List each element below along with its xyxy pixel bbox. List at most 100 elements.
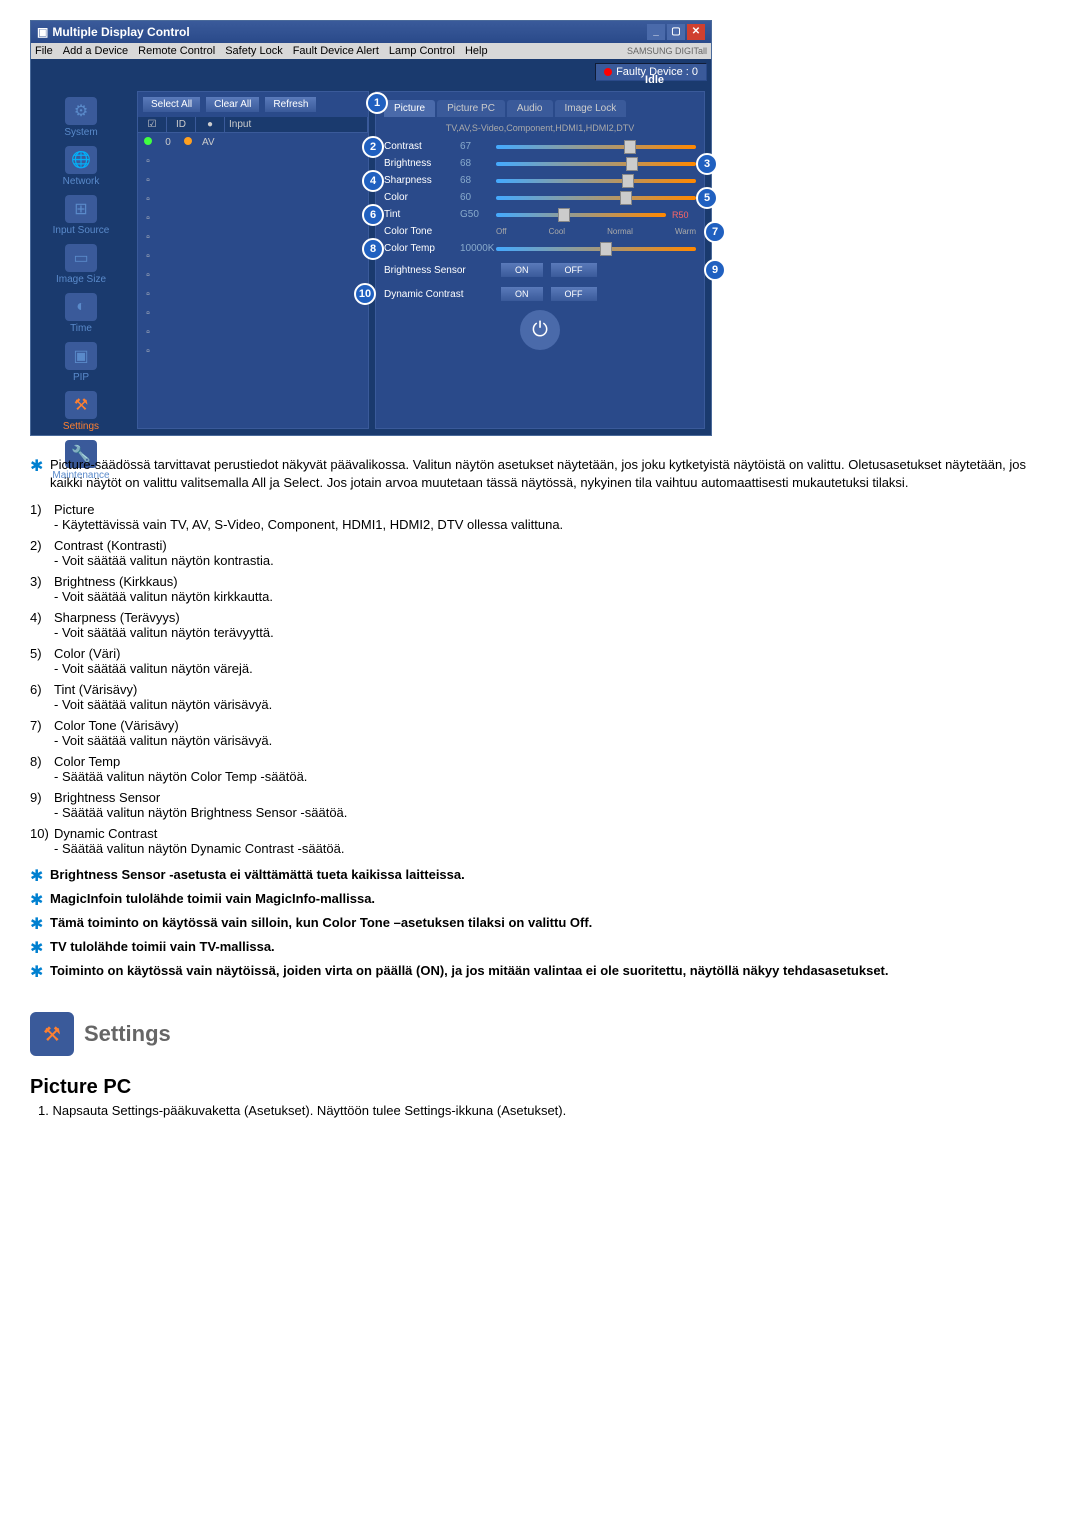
grid-row[interactable]: ▫	[138, 266, 368, 285]
grid-row[interactable]: ▫	[138, 209, 368, 228]
idle-label: Idle	[645, 74, 664, 86]
star-icon: ✱	[30, 962, 44, 982]
grid-row[interactable]: ▫	[138, 304, 368, 323]
sidebar-icon: 🌐	[65, 146, 97, 174]
callout-1: 1	[366, 92, 388, 114]
grid-row[interactable]: ▫	[138, 285, 368, 304]
sharpness-slider[interactable]	[496, 179, 696, 183]
grid-row[interactable]: ▫	[138, 152, 368, 171]
section-title: Settings	[84, 1021, 171, 1047]
refresh-button[interactable]: Refresh	[264, 96, 317, 113]
colortone-row: Color Tone Off Cool Normal Warm 7	[384, 226, 696, 237]
sidebar-icon: ⚒	[65, 391, 97, 419]
sidebar-item-system[interactable]: ⚙System	[31, 93, 131, 142]
grid-row[interactable]: ▫	[138, 190, 368, 209]
intro-note: Picture-säädössä tarvittavat perustiedot…	[50, 456, 1050, 492]
brightness-row: Brightness 68 3	[384, 158, 696, 169]
grid-body: 0AV▫▫▫▫▫▫▫▫▫▫▫	[138, 133, 368, 428]
colortone-options[interactable]: Off Cool Normal Warm	[496, 227, 696, 236]
app-window: ▣ Multiple Display Control _ ▢ ✕ File Ad…	[30, 20, 712, 436]
bold-notes: ✱Brightness Sensor -asetusta ei välttämä…	[30, 866, 1050, 982]
grid-row[interactable]: ▫	[138, 228, 368, 247]
numbered-list: 1)Picture- Käytettävissä vain TV, AV, S-…	[30, 502, 1050, 856]
step-1: 1. Napsauta Settings-pääkuvaketta (Asetu…	[38, 1103, 1050, 1118]
bsensor-off-button[interactable]: OFF	[550, 262, 598, 278]
menu-add-device[interactable]: Add a Device	[63, 45, 128, 57]
star-icon: ✱	[30, 456, 44, 492]
callout-5: 5	[696, 187, 718, 209]
inputs-hint: TV,AV,S-Video,Component,HDMI1,HDMI2,DTV	[384, 123, 696, 133]
dcontrast-row: 10 Dynamic Contrast ON OFF	[384, 286, 696, 302]
callout-9: 9	[704, 259, 726, 281]
callout-7: 7	[704, 221, 726, 243]
color-slider[interactable]	[496, 196, 696, 200]
list-item: 2)Contrast (Kontrasti)- Voit säätää vali…	[30, 538, 1050, 568]
minimize-button[interactable]: _	[647, 24, 665, 40]
callout-4: 4	[362, 170, 384, 192]
menubar: File Add a Device Remote Control Safety …	[31, 43, 711, 59]
maximize-button[interactable]: ▢	[667, 24, 685, 40]
menu-safety[interactable]: Safety Lock	[225, 45, 282, 57]
grid-row[interactable]: ▫	[138, 342, 368, 361]
sidebar-item-input-source[interactable]: ⊞Input Source	[31, 191, 131, 240]
tint-row: 6 Tint G50 R50	[384, 209, 696, 220]
bold-note: ✱TV tulolähde toimii vain TV-mallissa.	[30, 938, 1050, 958]
callout-6: 6	[362, 204, 384, 226]
list-item: 8)Color Temp- Säätää valitun näytön Colo…	[30, 754, 1050, 784]
main-area: ⚙System🌐Network⊞Input Source▭Image Size◐…	[31, 85, 711, 435]
brightness-slider[interactable]	[496, 162, 696, 166]
sidebar-item-time[interactable]: ◐Time	[31, 289, 131, 338]
bold-note: ✱Brightness Sensor -asetusta ei välttämä…	[30, 866, 1050, 886]
colortemp-slider[interactable]	[496, 247, 696, 251]
star-icon: ✱	[30, 890, 44, 910]
list-item: 9)Brightness Sensor- Säätää valitun näyt…	[30, 790, 1050, 820]
tint-slider[interactable]	[496, 213, 666, 217]
callout-10: 10	[354, 283, 376, 305]
grid-row[interactable]: ▫	[138, 247, 368, 266]
section-header: ⚒ Settings	[30, 1012, 1050, 1056]
list-item: 10)Dynamic Contrast- Säätää valitun näyt…	[30, 826, 1050, 856]
bold-note: ✱Tämä toiminto on käytössä vain silloin,…	[30, 914, 1050, 934]
titlebar: ▣ Multiple Display Control _ ▢ ✕	[31, 21, 711, 43]
menu-help[interactable]: Help	[465, 45, 488, 57]
callout-3: 3	[696, 153, 718, 175]
sharpness-row: 4 Sharpness 68	[384, 175, 696, 186]
callout-8: 8	[362, 238, 384, 260]
colortemp-row: 8 Color Temp 10000K	[384, 243, 696, 254]
sidebar-item-network[interactable]: 🌐Network	[31, 142, 131, 191]
menu-remote[interactable]: Remote Control	[138, 45, 215, 57]
tab-picture[interactable]: Picture	[384, 100, 435, 117]
subsection-title: Picture PC	[30, 1076, 1050, 1099]
menu-lamp[interactable]: Lamp Control	[389, 45, 455, 57]
sidebar-item-settings[interactable]: ⚒Settings	[31, 387, 131, 436]
tab-row: Picture Picture PC Audio Image Lock	[384, 100, 696, 117]
sidebar-item-pip[interactable]: ▣PIP	[31, 338, 131, 387]
sidebar-icon: ▣	[65, 342, 97, 370]
dcontrast-on-button[interactable]: ON	[500, 286, 544, 302]
content: Select All Clear All Refresh ☑ ID ● Inpu…	[131, 85, 711, 435]
grid-row[interactable]: ▫	[138, 171, 368, 190]
tab-picture-pc[interactable]: Picture PC	[437, 100, 505, 117]
sidebar-item-image-size[interactable]: ▭Image Size	[31, 240, 131, 289]
close-button[interactable]: ✕	[687, 24, 705, 40]
grid-row[interactable]: 0AV	[138, 133, 368, 152]
tab-audio[interactable]: Audio	[507, 100, 553, 117]
grid-header: ☑ ID ● Input	[138, 117, 368, 133]
tab-image-lock[interactable]: Image Lock	[555, 100, 627, 117]
callout-2: 2	[362, 136, 384, 158]
dcontrast-off-button[interactable]: OFF	[550, 286, 598, 302]
menu-file[interactable]: File	[35, 45, 53, 57]
star-icon: ✱	[30, 938, 44, 958]
bsensor-on-button[interactable]: ON	[500, 262, 544, 278]
list-item: 7)Color Tone (Värisävy)- Voit säätää val…	[30, 718, 1050, 748]
menu-fault[interactable]: Fault Device Alert	[293, 45, 379, 57]
select-all-button[interactable]: Select All	[142, 96, 201, 113]
contrast-slider[interactable]	[496, 145, 696, 149]
list-item: 4)Sharpness (Terävyys)- Voit säätää vali…	[30, 610, 1050, 640]
power-icon[interactable]: ⏻	[520, 310, 560, 350]
clear-all-button[interactable]: Clear All	[205, 96, 260, 113]
settings-panel: Idle Picture Picture PC Audio Image Lock…	[375, 91, 705, 429]
grid-row[interactable]: ▫	[138, 323, 368, 342]
settings-section-icon: ⚒	[30, 1012, 74, 1056]
star-icon: ✱	[30, 914, 44, 934]
